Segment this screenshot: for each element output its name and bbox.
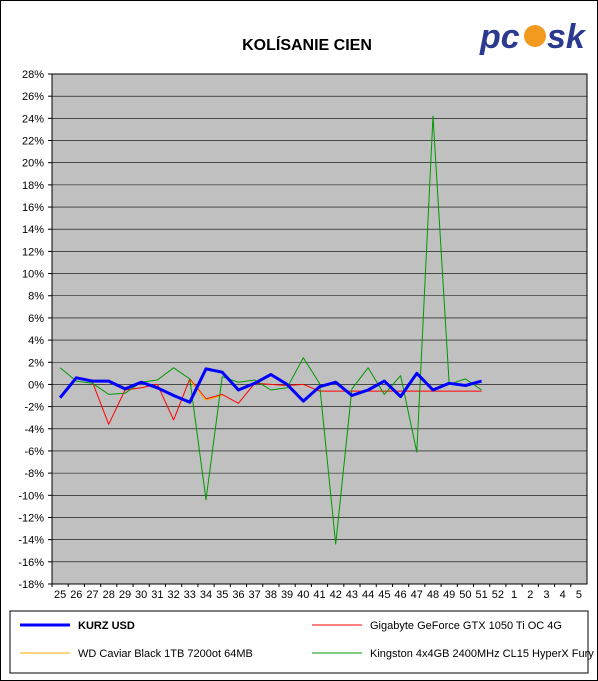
y-tick-label: 10% xyxy=(22,269,44,281)
legend-label: KURZ USD xyxy=(78,620,135,632)
x-tick-label: 49 xyxy=(443,589,455,601)
x-tick-label: 33 xyxy=(184,589,196,601)
y-tick-label: 20% xyxy=(22,158,44,170)
y-tick-label: 0% xyxy=(28,379,44,391)
chart-title: KOLÍSANIE CIEN xyxy=(242,35,372,54)
x-tick-label: 32 xyxy=(167,589,179,601)
x-tick-label: 44 xyxy=(362,589,374,601)
y-tick-label: 24% xyxy=(22,113,44,125)
legend-label: Gigabyte GeForce GTX 1050 Ti OC 4G xyxy=(370,620,562,632)
x-tick-label: 26 xyxy=(70,589,82,601)
x-tick-label: 42 xyxy=(330,589,342,601)
x-tick-label: 48 xyxy=(427,589,439,601)
legend: KURZ USD Gigabyte GeForce GTX 1050 Ti OC … xyxy=(9,610,594,674)
x-tick-label: 46 xyxy=(394,589,406,601)
logo-flame-icon xyxy=(524,25,546,47)
x-tick-label: 38 xyxy=(265,589,277,601)
legend-box xyxy=(9,610,589,674)
x-tick-label: 25 xyxy=(54,589,66,601)
y-tick-label: -6% xyxy=(24,446,44,458)
x-tick-label: 35 xyxy=(216,589,228,601)
y-tick-label: -8% xyxy=(24,468,44,480)
x-tick-label: 37 xyxy=(249,589,261,601)
x-tick-label: 28 xyxy=(103,589,115,601)
y-tick-label: 14% xyxy=(22,224,44,236)
x-tick-label: 5 xyxy=(576,589,582,601)
series-line xyxy=(58,367,482,404)
x-tick-label: 51 xyxy=(475,589,487,601)
x-tick-label: 39 xyxy=(281,589,293,601)
series-line xyxy=(59,115,482,545)
x-tick-label: 34 xyxy=(200,589,212,601)
y-tick-label: -4% xyxy=(24,424,44,436)
x-tick-label: 31 xyxy=(151,589,163,601)
y-tick-label: 16% xyxy=(22,202,44,214)
x-tick-label: 45 xyxy=(378,589,390,601)
y-tick-label: 6% xyxy=(28,313,44,325)
x-tick-label: 2 xyxy=(527,589,533,601)
x-tick-label: 40 xyxy=(297,589,309,601)
x-tick-label: 27 xyxy=(86,589,98,601)
y-tick-label: -10% xyxy=(18,490,44,502)
legend-label: Kingston 4x4GB 2400MHz CL15 HyperX Fury xyxy=(370,648,594,660)
x-tick-label: 3 xyxy=(543,589,549,601)
plot-area: -18% -16% -14% -12% -10% -8% -6% -4% -2% 0% 2% 4% 6%… xyxy=(18,69,588,601)
y-tick-label: 22% xyxy=(22,136,44,148)
y-tick-label: 18% xyxy=(22,180,44,192)
x-tick-label: 29 xyxy=(119,589,131,601)
logo: pc sk xyxy=(479,18,587,56)
x-tick-label: 50 xyxy=(459,589,471,601)
plot-background xyxy=(51,73,588,585)
x-tick-label: 1 xyxy=(511,589,517,601)
y-tick-label: 8% xyxy=(28,291,44,303)
y-tick-label: 12% xyxy=(22,246,44,258)
x-tick-label: 43 xyxy=(346,589,358,601)
x-tick-label: 4 xyxy=(560,589,566,601)
x-tick-label: 47 xyxy=(411,589,423,601)
y-tick-label: 28% xyxy=(22,69,44,81)
x-tick-label: 52 xyxy=(492,589,504,601)
x-tick-label: 41 xyxy=(313,589,325,601)
y-tick-label: -12% xyxy=(18,512,44,524)
logo-text-end: sk xyxy=(547,18,587,56)
y-tick-label: -18% xyxy=(18,579,44,591)
y-tick-label: -16% xyxy=(18,557,44,569)
y-tick-label: 26% xyxy=(22,91,44,103)
y-tick-label: -2% xyxy=(24,402,44,414)
series-line xyxy=(189,379,223,401)
y-tick-label: 2% xyxy=(28,357,44,369)
y-tick-label: -14% xyxy=(18,535,44,547)
legend-label: WD Caviar Black 1TB 7200ot 64MB xyxy=(78,648,253,660)
y-tick-label: 4% xyxy=(28,335,44,347)
logo-text: pc xyxy=(479,18,520,56)
x-tick-label: 30 xyxy=(135,589,147,601)
x-tick-label: 36 xyxy=(232,589,244,601)
